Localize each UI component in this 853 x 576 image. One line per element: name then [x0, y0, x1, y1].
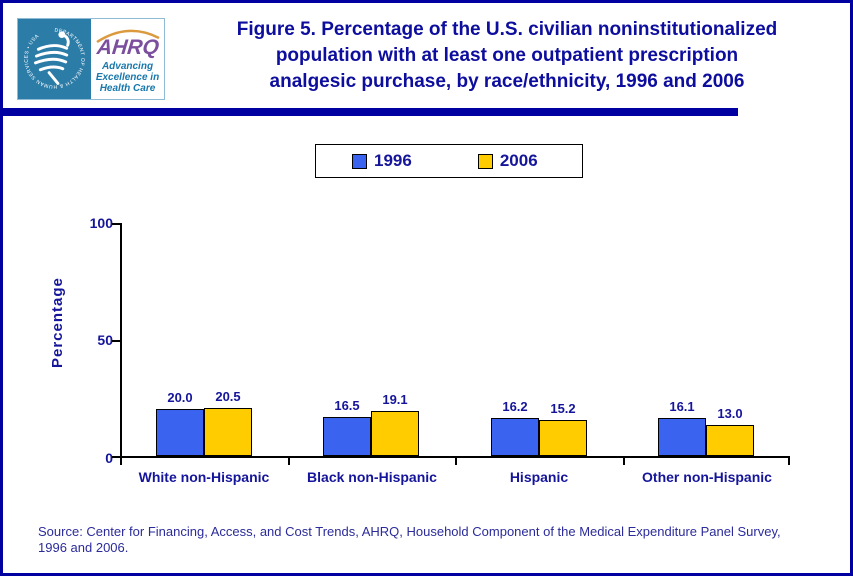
bar-value-label: 16.1 — [669, 399, 695, 414]
title-line-2: population with at least one outpatient … — [275, 45, 739, 66]
bar-2006-other-non-hispanic — [706, 425, 754, 456]
tagline-line-2: Excellence in — [95, 72, 160, 83]
tagline-line-3: Health Care — [99, 83, 156, 94]
source-line-1: Source: Center for Financing, Access, an… — [38, 524, 781, 539]
tagline-line-1: Advancing — [101, 61, 154, 72]
x-axis-tick — [120, 458, 122, 465]
ahrq-acronym: AHRQ — [95, 36, 160, 59]
bar-1996-other-non-hispanic — [658, 418, 706, 456]
y-axis-tick — [112, 339, 120, 342]
legend: 1996 2006 — [315, 144, 583, 178]
legend-item-1996: 1996 — [352, 151, 412, 171]
title-line-1: Figure 5. Percentage of the U.S. civilia… — [236, 19, 778, 40]
y-axis-title: Percentage — [49, 277, 66, 369]
x-axis-tick — [788, 458, 790, 465]
ahrq-logo: DEPARTMENT OF HEALTH & HUMAN SERVICES • … — [17, 18, 165, 100]
legend-swatch-1996 — [352, 153, 367, 169]
figure-title: Figure 5. Percentage of the U.S. civilia… — [171, 17, 843, 95]
bar-value-label: 16.2 — [502, 399, 528, 414]
category-label: Other non-Hispanic — [642, 469, 772, 485]
bar-value-label: 20.5 — [215, 389, 241, 404]
y-axis-tick — [112, 456, 120, 458]
ahrq-arc-icon — [95, 29, 160, 44]
hhs-seal: DEPARTMENT OF HEALTH & HUMAN SERVICES • … — [18, 19, 91, 99]
legend-item-2006: 2006 — [477, 151, 538, 171]
source-line-2: 1996 and 2006. — [38, 540, 129, 555]
legend-swatch-2006 — [477, 153, 493, 169]
legend-label-1996: 1996 — [374, 151, 412, 170]
ahrq-wordmark: AHRQ Advancing Excellence in Health Care — [91, 19, 164, 99]
ahrq-tagline: Advancing Excellence in Health Care — [96, 61, 159, 94]
x-axis-line — [120, 456, 790, 458]
bar-2006-black-non-hispanic — [371, 411, 419, 456]
hhs-eagle-icon: DEPARTMENT OF HEALTH & HUMAN SERVICES • … — [24, 28, 85, 90]
x-axis-tick — [623, 458, 625, 465]
plot-area: 20.0 20.5 16.5 19.1 16.2 15.2 16.1 13.0 — [112, 223, 790, 465]
title-underline-bar — [3, 108, 738, 116]
category-labels: White non-Hispanic Black non-Hispanic Hisp… — [120, 469, 790, 489]
title-line-3: analgesic purchase, by race/ethnicity, 1… — [269, 71, 745, 92]
bar-1996-black-non-hispanic — [323, 417, 371, 456]
x-axis-tick — [288, 458, 290, 465]
category-label: Black non-Hispanic — [307, 469, 437, 485]
bar-value-label: 15.2 — [550, 401, 576, 416]
bar-2006-white-non-hispanic — [204, 408, 252, 456]
y-axis-line — [120, 223, 122, 458]
category-label: Hispanic — [509, 469, 569, 485]
y-tick-label-50: 50 — [97, 332, 113, 348]
bar-1996-hispanic — [491, 418, 539, 456]
x-axis-tick — [455, 458, 457, 465]
bar-value-label: 13.0 — [717, 406, 743, 421]
bar-value-label: 20.0 — [167, 390, 193, 405]
legend-label-2006: 2006 — [499, 151, 538, 170]
y-axis-tick — [112, 223, 120, 225]
category-label: White non-Hispanic — [138, 469, 270, 485]
bar-2006-hispanic — [539, 420, 587, 456]
source-note: Source: Center for Financing, Access, an… — [38, 524, 781, 556]
y-tick-label-0: 0 — [105, 450, 113, 466]
y-tick-label-100: 100 — [89, 215, 113, 231]
bar-value-label: 16.5 — [334, 398, 360, 413]
bar-value-label: 19.1 — [382, 392, 408, 407]
bar-1996-white-non-hispanic — [156, 409, 204, 456]
